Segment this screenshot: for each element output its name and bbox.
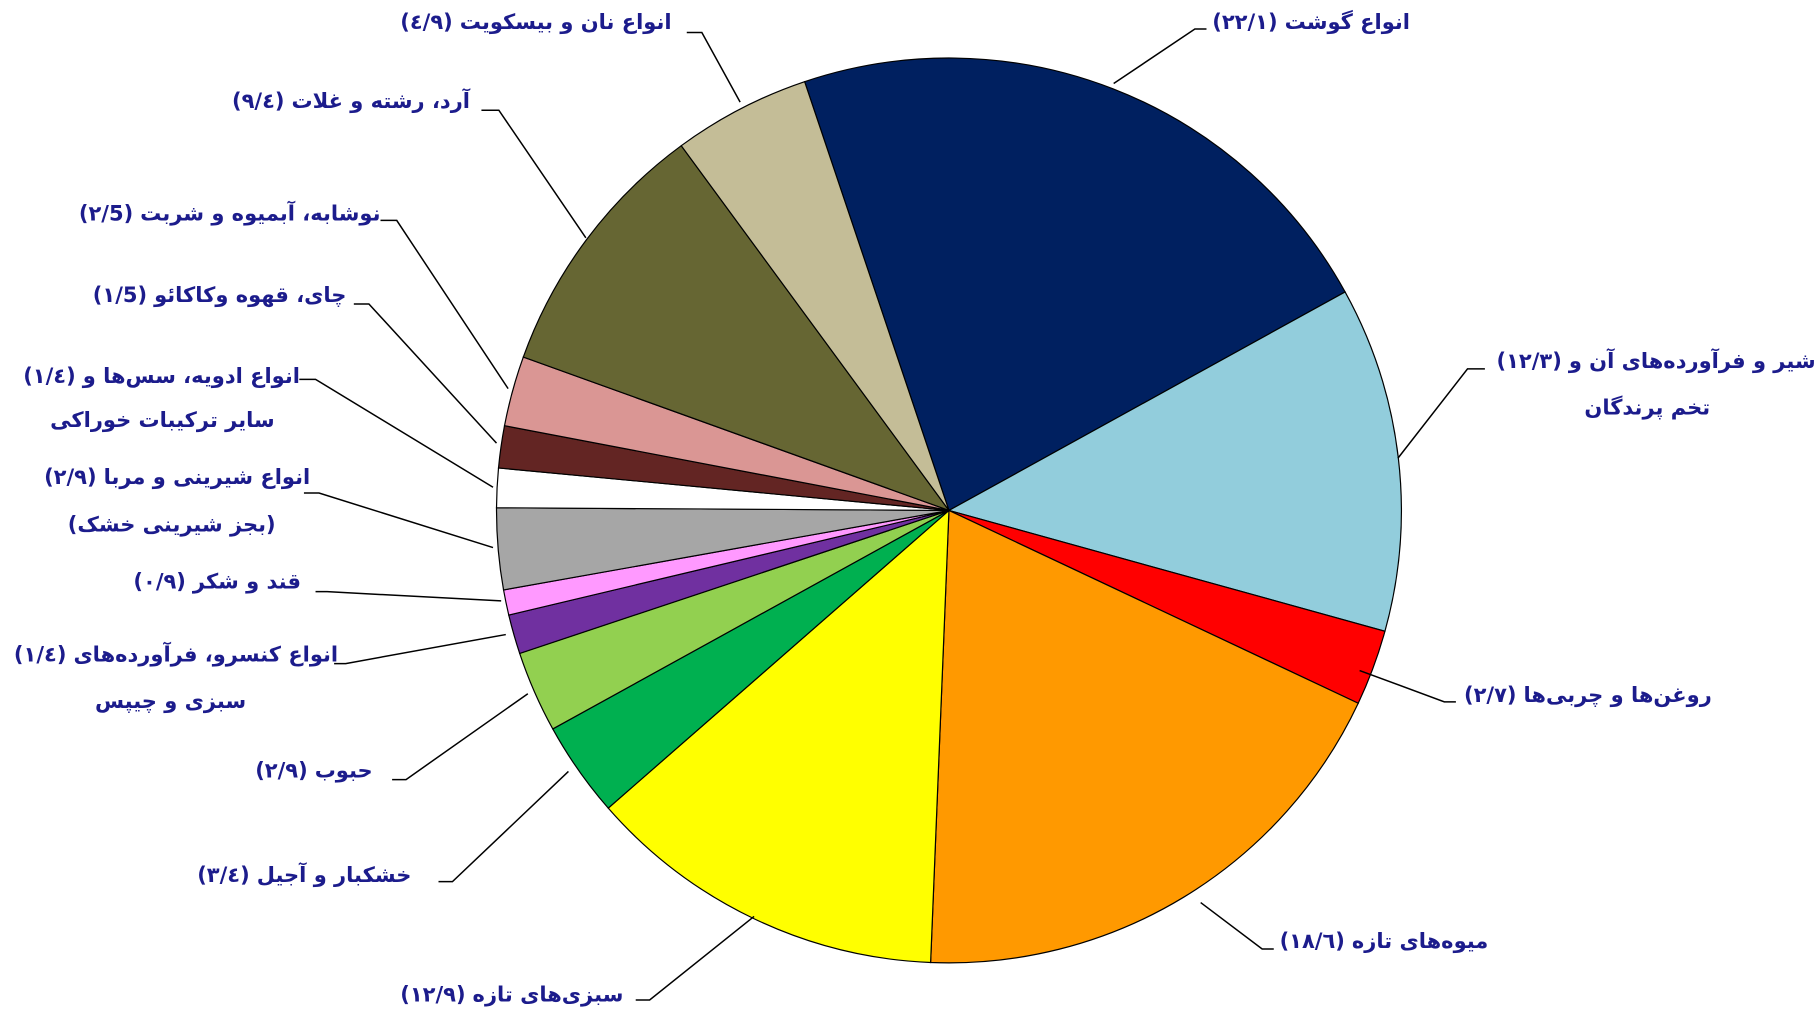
category-label: نوشابه، آبمیوه و شربت	[140, 201, 380, 226]
leader-line	[392, 693, 529, 781]
pie-slice	[803, 57, 1346, 512]
category-label: سبزی‌های تازه	[473, 982, 624, 1006]
category-label: قند و شکر	[192, 569, 301, 593]
category-label: انواع شیرینی و مربا	[104, 465, 311, 489]
pie-slice	[929, 509, 1360, 964]
value-label: (۱/٤)	[23, 364, 76, 388]
value-label: (۱/٤)	[14, 642, 67, 666]
leader-line	[1200, 901, 1274, 950]
value-label: (۲/۷)	[1464, 683, 1517, 707]
leader-line	[1397, 368, 1485, 459]
value-label: (۹/٤)	[232, 89, 285, 113]
category-label: (بجز شیرینی خشک)	[68, 513, 276, 537]
value-label: (۲۲/۱)	[1212, 10, 1277, 34]
value-label: (۲/5)	[79, 202, 133, 226]
pie-slice	[607, 509, 950, 964]
leader-line	[334, 633, 506, 665]
leader-line	[438, 770, 569, 883]
leader-line	[635, 915, 755, 1001]
category-label: انواع نان و بیسکویت	[460, 10, 672, 34]
value-label: (۲/۹)	[44, 465, 97, 489]
leader-line	[380, 219, 509, 390]
category-label: چای، قهوه وکاکائو	[153, 283, 346, 307]
leader-line	[299, 378, 494, 488]
value-label: (۱/5)	[93, 283, 147, 307]
value-label: (۱۲/۹)	[400, 982, 465, 1006]
leader-line	[315, 590, 502, 602]
category-label: سایر ترکیبات خوراکی	[50, 408, 274, 432]
value-label: (۳/٤)	[197, 863, 250, 887]
leader-line	[481, 109, 587, 239]
leader-line	[303, 492, 494, 549]
leader-line	[353, 303, 498, 444]
value-label: (۲/۹)	[255, 758, 308, 782]
category-label: میوه‌های تازه	[1352, 929, 1488, 953]
category-label: خشکبار و آجیل	[257, 862, 412, 887]
leader-line	[1359, 669, 1456, 703]
category-label: آرد، رشته و غلات	[292, 88, 471, 113]
pie-slice	[522, 144, 951, 512]
value-label: (٤/۹)	[400, 10, 453, 34]
category-label: انواع کنسرو، فرآورده‌های	[73, 641, 338, 666]
category-label: حبوب	[315, 758, 373, 782]
value-label: (۰/۹)	[133, 569, 186, 593]
pie-slice	[680, 80, 950, 511]
category-label: انواع گوشت	[1285, 9, 1410, 34]
category-label: روغن‌ها و چربی‌ها	[1524, 683, 1712, 707]
category-label: انواع ادویه، سس‌ها و	[82, 364, 300, 388]
value-label: (۱۸/٦)	[1280, 929, 1345, 953]
leader-line	[686, 31, 741, 103]
category-label: شیر و فرآورده‌های آن و	[1568, 348, 1816, 373]
leader-line	[1113, 28, 1207, 85]
category-label: سبزی و چیپس	[95, 689, 246, 713]
category-label: تخم پرندگان	[1584, 394, 1710, 419]
value-label: (۱۲/۳)	[1496, 349, 1561, 373]
